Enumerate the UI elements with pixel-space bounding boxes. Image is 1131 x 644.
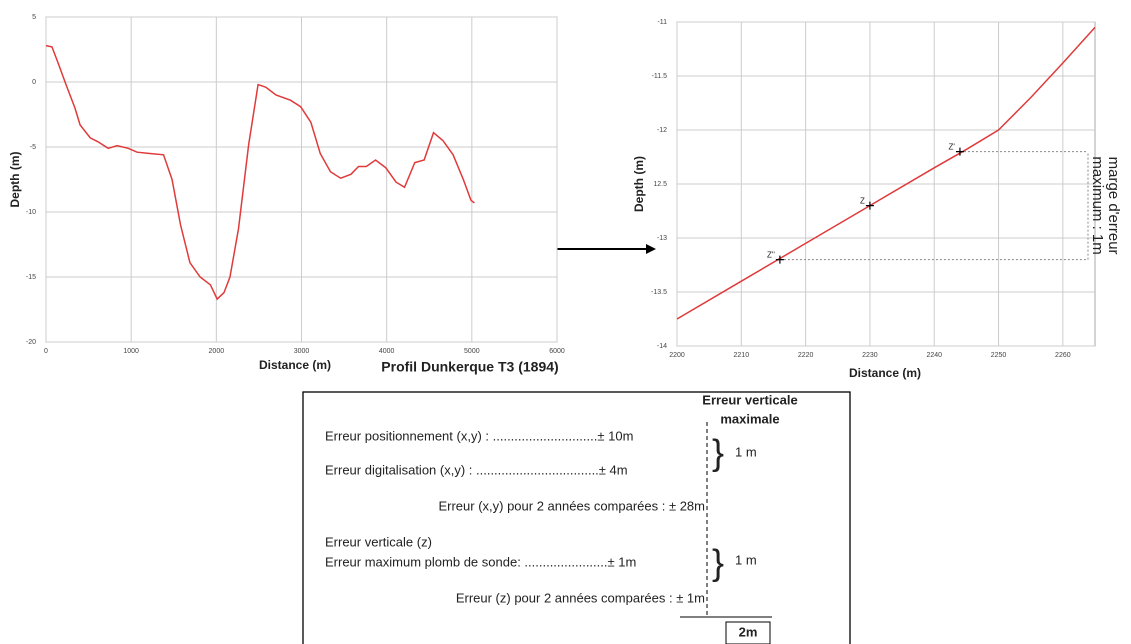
y-tick-label: -15 [26, 274, 36, 281]
x-axis-label: Distance (m) [259, 358, 331, 372]
chart-title: Profil Dunkerque T3 (1894) [381, 359, 558, 375]
table-row: Erreur (x,y) pour 2 années comparées : ±… [438, 498, 705, 513]
x-tick-label: 5000 [464, 348, 480, 355]
y-tick-label: 0 [32, 79, 36, 86]
y-tick-label: -5 [30, 144, 36, 151]
point-label: Z [860, 197, 865, 206]
y-tick-label: -14 [657, 343, 667, 350]
y-tick-label: -11.5 [652, 73, 668, 80]
brace: } [712, 432, 724, 473]
table-row: Erreur maximum plomb de sonde: .........… [325, 554, 636, 569]
x-tick-label: 2000 [209, 348, 225, 355]
x-tick-label: 0 [44, 348, 48, 355]
table-row: Erreur (z) pour 2 années comparées : ± 1… [456, 590, 705, 605]
table-header: maximale [720, 411, 779, 426]
annotation: marge d'erreur [1105, 157, 1122, 255]
x-tick-label: 2260 [1055, 352, 1071, 359]
point-label: Z'' [767, 251, 775, 260]
bracket-label: 1 m [735, 444, 757, 459]
x-tick-label: 2240 [926, 352, 942, 359]
x-tick-label: 2210 [734, 352, 750, 359]
brace: } [712, 542, 724, 583]
x-tick-label: 1000 [123, 348, 139, 355]
y-tick-label: -20 [26, 339, 36, 346]
y-tick-label: -13.5 [651, 289, 667, 296]
table-row: Erreur digitalisation (x,y) : ..........… [325, 462, 628, 477]
point [775, 255, 784, 264]
bracket-label: 1 m [735, 552, 757, 567]
scale-label: 2m [739, 624, 758, 639]
table-header: Erreur verticale [702, 392, 797, 407]
y-axis-label: Depth (m) [8, 152, 22, 208]
point [955, 147, 964, 156]
table-row: Erreur positionnement (x,y) : ..........… [325, 428, 633, 443]
y-tick-label: 5 [32, 14, 36, 21]
scale-box [725, 621, 771, 644]
data-line [676, 26, 1096, 320]
y-tick-label: -10 [26, 209, 36, 216]
point [865, 201, 874, 210]
x-axis-label: Distance (m) [849, 366, 921, 380]
table-box [302, 391, 851, 644]
x-tick-label: 3000 [294, 348, 310, 355]
y-tick-label: -12 [657, 127, 667, 134]
x-tick-label: 2250 [991, 352, 1007, 359]
arrow-head [646, 244, 656, 254]
y-tick-label: -13 [657, 235, 667, 242]
annotation: maximum : 1m [1089, 156, 1106, 254]
x-tick-label: 4000 [379, 348, 395, 355]
y-tick-label: -11 [657, 19, 667, 26]
point-label: Z' [949, 143, 956, 152]
x-tick-label: 2220 [798, 352, 814, 359]
x-tick-label: 6000 [549, 348, 565, 355]
y-axis-label: Depth (m) [632, 156, 646, 212]
y-tick-label: 12.5 [653, 181, 667, 188]
x-tick-label: 2230 [862, 352, 878, 359]
x-tick-label: 2200 [669, 352, 685, 359]
table-row: Erreur verticale (z) [325, 534, 432, 549]
data-line [45, 44, 475, 301]
